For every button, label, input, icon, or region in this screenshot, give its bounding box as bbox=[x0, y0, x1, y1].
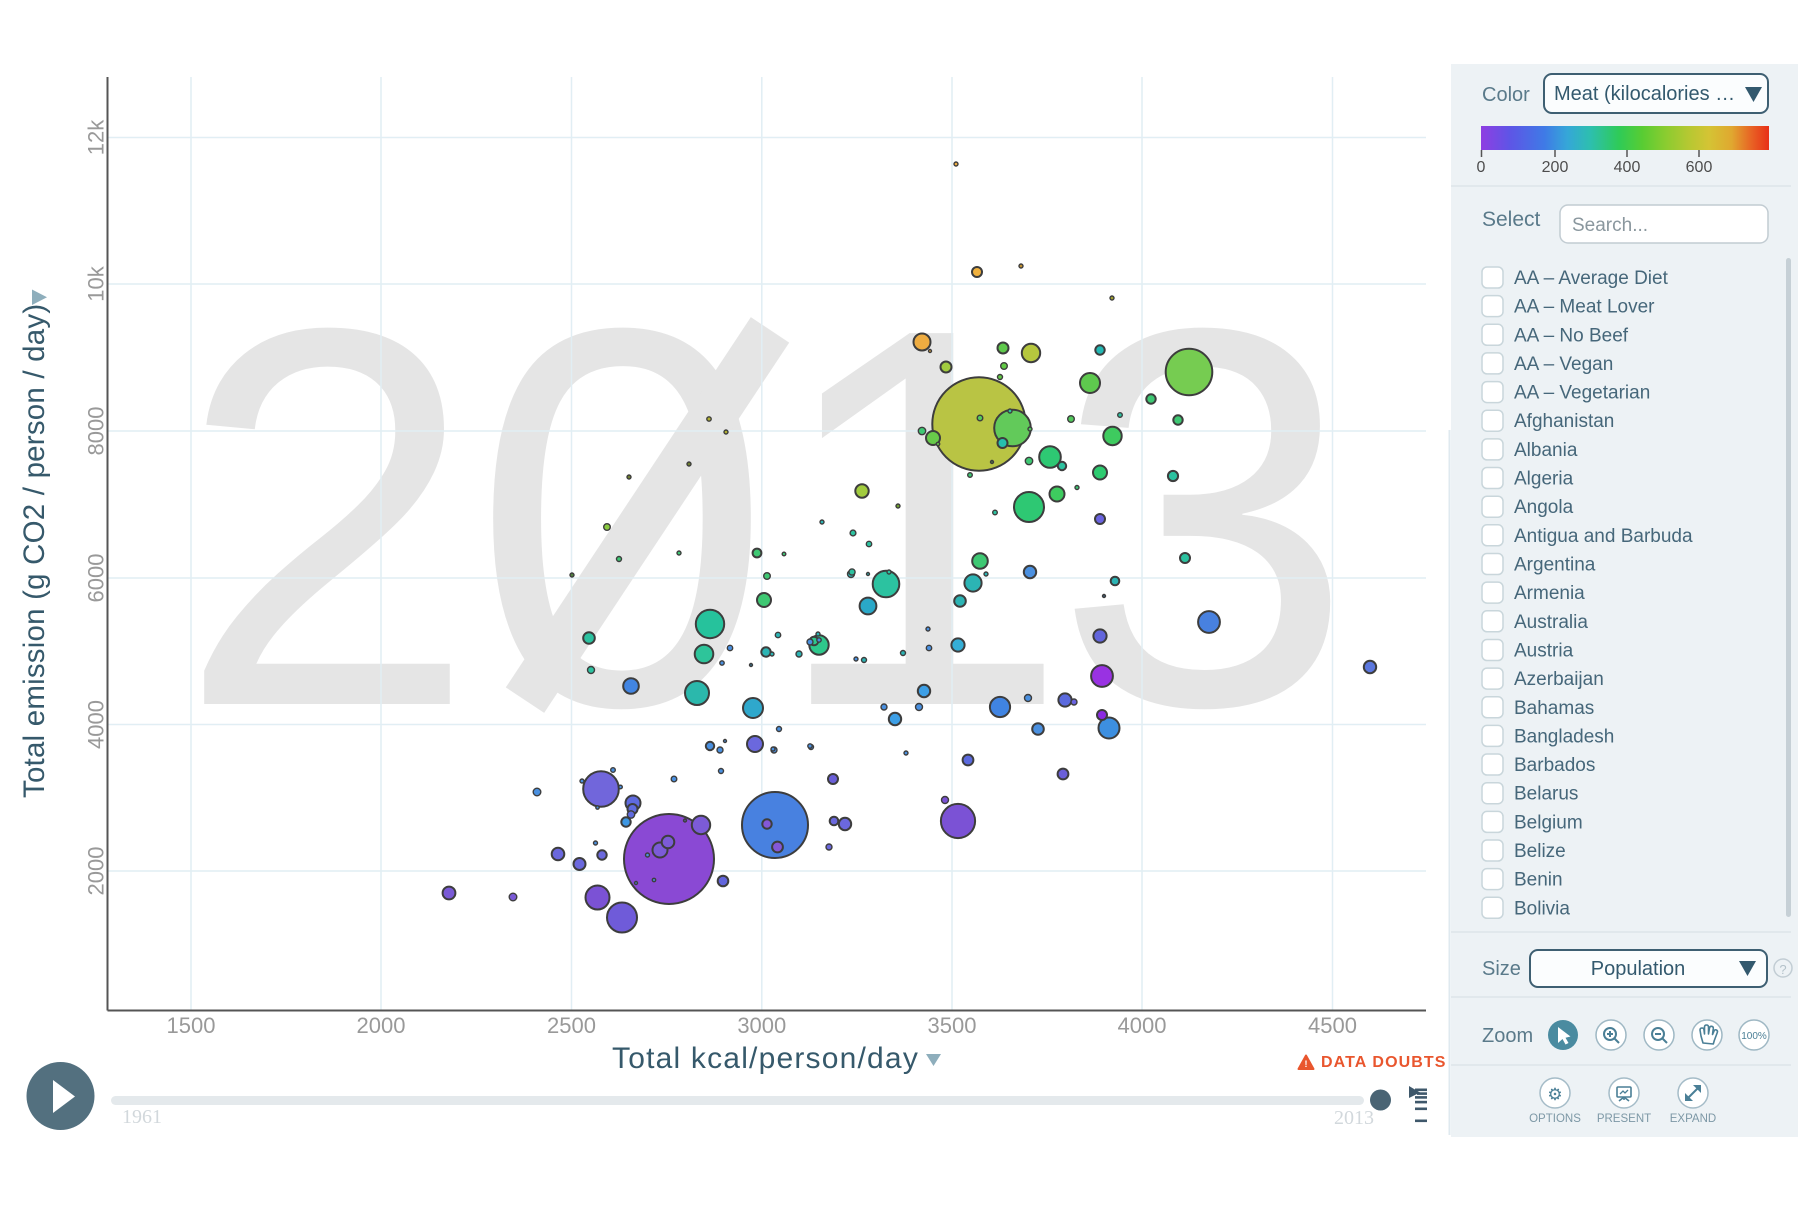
svg-text:?: ? bbox=[1779, 962, 1786, 977]
svg-text:Bolivia: Bolivia bbox=[1514, 898, 1570, 919]
svg-text:8000: 8000 bbox=[84, 407, 109, 456]
svg-text:Afghanistan: Afghanistan bbox=[1514, 411, 1614, 432]
svg-text:4500: 4500 bbox=[1308, 1013, 1357, 1038]
svg-text:Total kcal/person/day: Total kcal/person/day bbox=[612, 1042, 919, 1075]
svg-text:Armenia: Armenia bbox=[1514, 583, 1585, 604]
svg-text:⚙: ⚙ bbox=[1547, 1085, 1562, 1104]
svg-text:3500: 3500 bbox=[928, 1013, 977, 1038]
svg-text:4000: 4000 bbox=[84, 700, 109, 749]
svg-text:Austria: Austria bbox=[1514, 641, 1574, 662]
svg-text:Barbados: Barbados bbox=[1514, 755, 1595, 776]
svg-text:6000: 6000 bbox=[84, 554, 109, 603]
svg-text:Meat (kilocalories …: Meat (kilocalories … bbox=[1554, 83, 1735, 105]
svg-text:2013: 2013 bbox=[1334, 1107, 1374, 1129]
svg-text:Algeria: Algeria bbox=[1514, 469, 1574, 490]
svg-text:PRESENT: PRESENT bbox=[1597, 1113, 1651, 1125]
svg-text:10k: 10k bbox=[84, 265, 109, 301]
svg-text:Antigua and Barbuda: Antigua and Barbuda bbox=[1514, 526, 1693, 547]
svg-text:Size: Size bbox=[1482, 958, 1521, 980]
svg-text:600: 600 bbox=[1686, 159, 1713, 176]
svg-text:Belgium: Belgium bbox=[1514, 812, 1583, 833]
svg-text:Bangladesh: Bangladesh bbox=[1514, 726, 1614, 747]
svg-text:Benin: Benin bbox=[1514, 870, 1563, 891]
svg-text:DATA DOUBTS: DATA DOUBTS bbox=[1321, 1054, 1447, 1071]
svg-text:400: 400 bbox=[1614, 159, 1641, 176]
svg-text:3000: 3000 bbox=[737, 1013, 786, 1038]
svg-text:1961: 1961 bbox=[122, 1106, 162, 1128]
svg-text:Select: Select bbox=[1482, 208, 1541, 231]
svg-text:Albania: Albania bbox=[1514, 440, 1578, 461]
svg-text:0: 0 bbox=[1477, 159, 1486, 176]
svg-text:AA – Vegetarian: AA – Vegetarian bbox=[1514, 383, 1650, 404]
svg-text:2000: 2000 bbox=[84, 847, 109, 896]
svg-text:Australia: Australia bbox=[1514, 612, 1588, 633]
svg-text:AA – Average Diet: AA – Average Diet bbox=[1514, 268, 1669, 289]
svg-text:AA – No Beef: AA – No Beef bbox=[1514, 325, 1629, 346]
svg-text:Bahamas: Bahamas bbox=[1514, 698, 1594, 719]
svg-text:AA – Vegan: AA – Vegan bbox=[1514, 354, 1613, 375]
svg-text:Search...: Search... bbox=[1572, 215, 1648, 236]
svg-text:Color: Color bbox=[1482, 84, 1530, 106]
svg-text:Azerbaijan: Azerbaijan bbox=[1514, 669, 1604, 690]
svg-text:1500: 1500 bbox=[167, 1013, 216, 1038]
svg-text:Zoom: Zoom bbox=[1482, 1025, 1533, 1047]
svg-text:4000: 4000 bbox=[1118, 1013, 1167, 1038]
svg-text:2000: 2000 bbox=[357, 1013, 406, 1038]
svg-text:AA – Meat Lover: AA – Meat Lover bbox=[1514, 297, 1655, 318]
svg-text:Population: Population bbox=[1591, 958, 1686, 980]
svg-text:2500: 2500 bbox=[547, 1013, 596, 1038]
svg-text:100%: 100% bbox=[1741, 1031, 1767, 1042]
svg-text:EXPAND: EXPAND bbox=[1670, 1113, 1716, 1125]
svg-text:Belarus: Belarus bbox=[1514, 784, 1578, 805]
svg-text:Argentina: Argentina bbox=[1514, 555, 1596, 576]
svg-text:!: ! bbox=[1305, 1059, 1308, 1069]
svg-text:12k: 12k bbox=[84, 119, 109, 155]
svg-text:Total emission (g CO2 / person: Total emission (g CO2 / person / day) bbox=[18, 304, 51, 798]
svg-text:OPTIONS: OPTIONS bbox=[1529, 1113, 1581, 1125]
svg-text:Belize: Belize bbox=[1514, 841, 1566, 862]
svg-text:200: 200 bbox=[1542, 159, 1569, 176]
svg-text:2: 2 bbox=[177, 217, 477, 819]
svg-text:Angola: Angola bbox=[1514, 497, 1574, 518]
